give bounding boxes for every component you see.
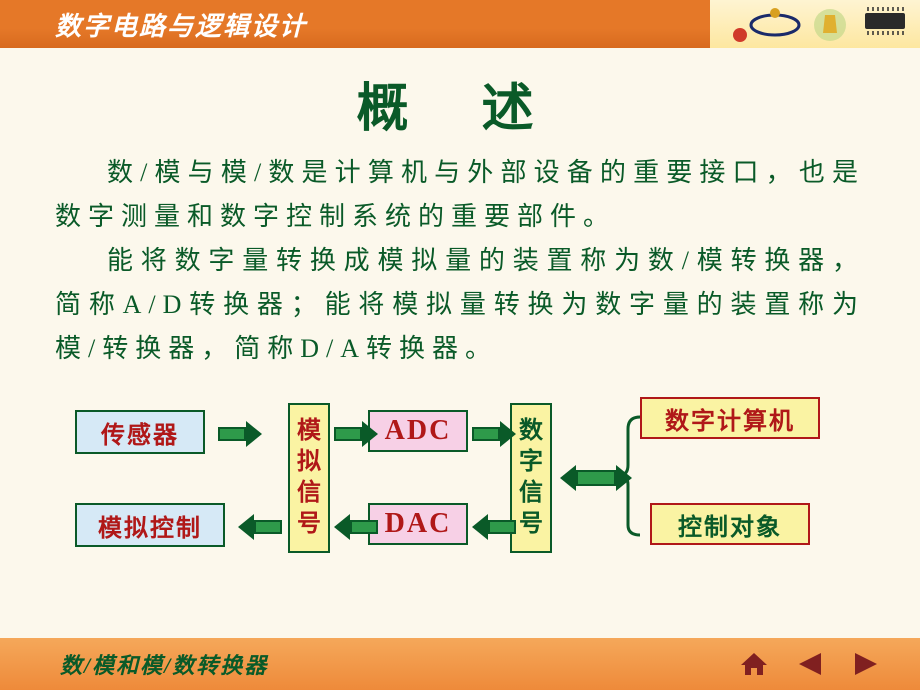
node-control_obj: 控制对象 (650, 503, 810, 545)
page-title: 概 述 (0, 66, 920, 141)
home-icon (739, 651, 769, 677)
header-logo-area (710, 0, 920, 48)
node-sensor: 传感器 (75, 410, 205, 454)
arrow-2 (472, 421, 516, 447)
flow-diagram: 传感器模拟控制 模拟信号 ADC DAC 数字信号 数字计算机控制对象 (0, 395, 920, 595)
paragraph-2: 能将数字量转换成模拟量的装置称为数/模转换器，简称A/D转换器；能将模拟量转换为… (55, 239, 865, 371)
node-analog_sig: 模拟信号 (288, 403, 330, 553)
header-title: 数字电路与逻辑设计 (0, 0, 710, 48)
arrow-5 (472, 514, 516, 540)
nav-home-button[interactable] (737, 650, 771, 678)
next-icon (851, 651, 881, 677)
nav-prev-button[interactable] (793, 650, 827, 678)
node-adc: ADC (368, 410, 468, 452)
arrow-3 (238, 514, 282, 540)
footer-bar: 数/模和模/数转换器 (0, 638, 920, 690)
node-analog_ctrl: 模拟控制 (75, 503, 225, 547)
header-bar: 数字电路与逻辑设计 (0, 0, 920, 48)
footer-text: 数/模和模/数转换器 (0, 638, 700, 690)
paragraph-1: 数/模与模/数是计算机与外部设备的重要接口，也是数字测量和数字控制系统的重要部件… (55, 151, 865, 239)
prev-icon (795, 651, 825, 677)
header-icons (720, 3, 910, 45)
node-computer: 数字计算机 (640, 397, 820, 439)
footer-nav (700, 638, 920, 690)
bracket (618, 413, 648, 543)
arrow-0 (218, 421, 262, 447)
nav-next-button[interactable] (849, 650, 883, 678)
arrow-4 (334, 514, 378, 540)
arrow-1 (334, 421, 378, 447)
body-text: 数/模与模/数是计算机与外部设备的重要接口，也是数字测量和数字控制系统的重要部件… (0, 141, 920, 371)
node-dac: DAC (368, 503, 468, 545)
node-digital_sig: 数字信号 (510, 403, 552, 553)
